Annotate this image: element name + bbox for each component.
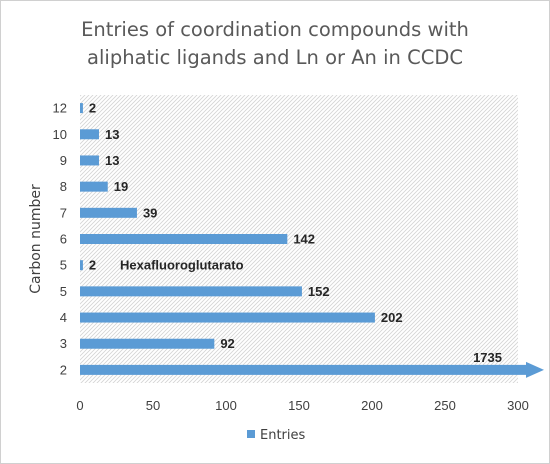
y-tick-label-10: 12	[53, 101, 67, 116]
bar-10	[80, 103, 83, 114]
chart-title-line-2: aliphatic ligands and Ln or An in CCDC	[87, 46, 463, 69]
x-tick-label-50: 50	[146, 398, 160, 413]
bar-8	[80, 155, 99, 166]
y-tick-label-5: 6	[60, 232, 67, 247]
data-label-6: 39	[143, 205, 157, 220]
bar-3	[80, 286, 302, 297]
x-tick-label-200: 200	[361, 398, 383, 413]
chart-title-line-1: Entries of coordination compounds with	[81, 18, 469, 41]
data-label-10: 2	[89, 101, 96, 116]
y-tick-label-2: 4	[60, 310, 67, 325]
data-label-1: 92	[220, 336, 234, 351]
legend-swatch-entries	[247, 430, 255, 438]
y-tick-label-4: 5	[60, 258, 67, 273]
y-tick-label-7: 8	[60, 179, 67, 194]
bar-7	[80, 181, 108, 192]
y-axis-label: Carbon number	[28, 184, 44, 294]
x-tick-label-100: 100	[215, 398, 237, 413]
data-label-9: 13	[105, 127, 119, 142]
y-tick-label-3: 5	[60, 284, 67, 299]
bar-5	[80, 234, 288, 244]
y-tick-label-9: 10	[53, 127, 67, 142]
y-tick-label-1: 3	[60, 336, 67, 351]
y-tick-label-8: 9	[60, 153, 67, 168]
x-tick-label-0: 0	[76, 398, 83, 413]
y-tick-label-6: 7	[60, 205, 67, 220]
data-label-4: 2	[89, 258, 96, 273]
data-label-3: 152	[308, 284, 330, 299]
bar-2	[80, 312, 375, 323]
data-label-0: 1735	[473, 350, 502, 365]
chart-title: Entries of coordination compounds with a…	[0, 16, 550, 72]
x-tick-label-250: 250	[434, 398, 456, 413]
y-tick-label-0: 2	[60, 362, 67, 377]
bar-9	[80, 129, 99, 140]
data-label-8: 13	[105, 153, 119, 168]
bar-1	[80, 338, 215, 349]
bar-0	[80, 361, 544, 378]
legend-entry-entries: Entries	[260, 428, 306, 443]
data-label-7: 19	[114, 179, 128, 194]
x-tick-label-150: 150	[288, 398, 310, 413]
data-label-2: 202	[381, 310, 403, 325]
annotation-hexafluoroglutarato: Hexafluoroglutarato	[120, 258, 244, 273]
bar-6	[80, 207, 137, 218]
x-tick-label-300: 300	[507, 398, 529, 413]
bar-4	[80, 260, 83, 271]
data-label-5: 142	[293, 232, 315, 247]
